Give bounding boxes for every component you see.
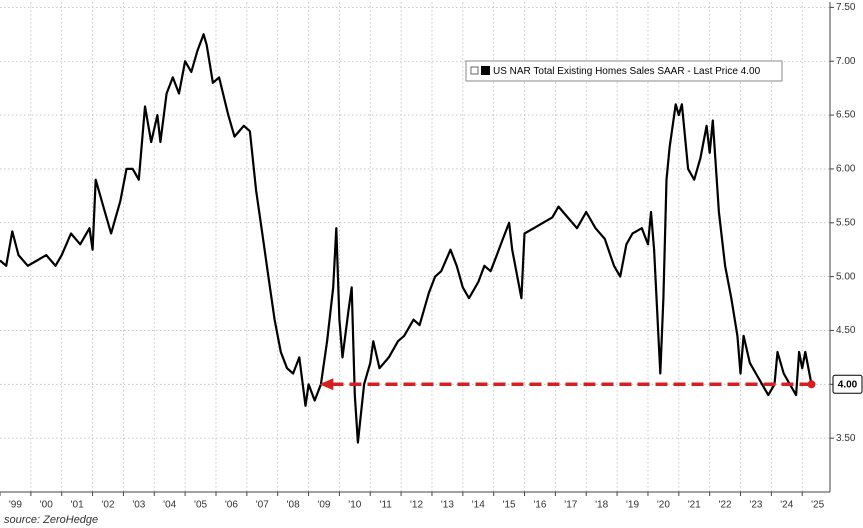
x-tick-label: '10: [348, 500, 361, 511]
legend-swatch: [481, 66, 490, 75]
y-tick-label: 3.50: [836, 433, 856, 444]
x-tick-label: '25: [811, 500, 824, 511]
y-tick-label: 4.50: [836, 325, 856, 336]
y-tick-label: 5.00: [836, 271, 856, 282]
y-tick-label: 5.50: [836, 217, 856, 228]
x-tick-label: '04: [163, 500, 176, 511]
x-tick-label: '18: [595, 500, 608, 511]
legend-box: [465, 60, 783, 82]
x-tick-label: '03: [132, 500, 145, 511]
x-tick-label: '14: [472, 500, 485, 511]
y-tick-label: 7.00: [836, 56, 856, 67]
x-tick-label: '13: [441, 500, 454, 511]
x-tick-label: '11: [380, 500, 393, 511]
x-tick-label: '23: [749, 500, 762, 511]
last-point: [807, 380, 816, 389]
x-tick-label: '15: [503, 500, 516, 511]
series-line: [0, 33, 813, 444]
x-tick-label: '19: [626, 500, 639, 511]
legend-toggle: [470, 66, 479, 75]
x-tick-label: '24: [780, 500, 793, 511]
x-tick-label: '08: [287, 500, 300, 511]
source: source: ZeroHedge: [4, 514, 98, 526]
x-tick-label: '01: [71, 500, 84, 511]
y-tick-label: 6.50: [836, 110, 856, 121]
x-tick-label: '02: [101, 500, 114, 511]
x-tick-label: '99: [9, 500, 22, 511]
x-tick-label: '12: [410, 500, 423, 511]
x-tick-label: '07: [256, 500, 269, 511]
x-tick-label: '05: [194, 500, 207, 511]
x-tick-label: '09: [317, 500, 330, 511]
x-tick-label: '16: [533, 500, 546, 511]
legend-label: US NAR Total Existing Homes Sales SAAR -…: [493, 66, 761, 77]
x-tick-label: '06: [225, 500, 238, 511]
x-tick-label: '20: [657, 500, 670, 511]
y-tick-label: 6.00: [836, 164, 856, 175]
x-tick-label: '00: [40, 500, 53, 511]
last-price-box: [832, 374, 863, 394]
legend: US NAR Total Existing Homes Sales SAAR -…: [465, 60, 783, 82]
x-tick-label: '17: [564, 500, 577, 511]
x-tick-label: '21: [688, 500, 701, 511]
y-tick-label: 7.50: [836, 2, 856, 13]
x-tick-label: '22: [719, 500, 732, 511]
arrow-head: [319, 378, 334, 391]
last-price-label: 4.00: [838, 379, 858, 390]
